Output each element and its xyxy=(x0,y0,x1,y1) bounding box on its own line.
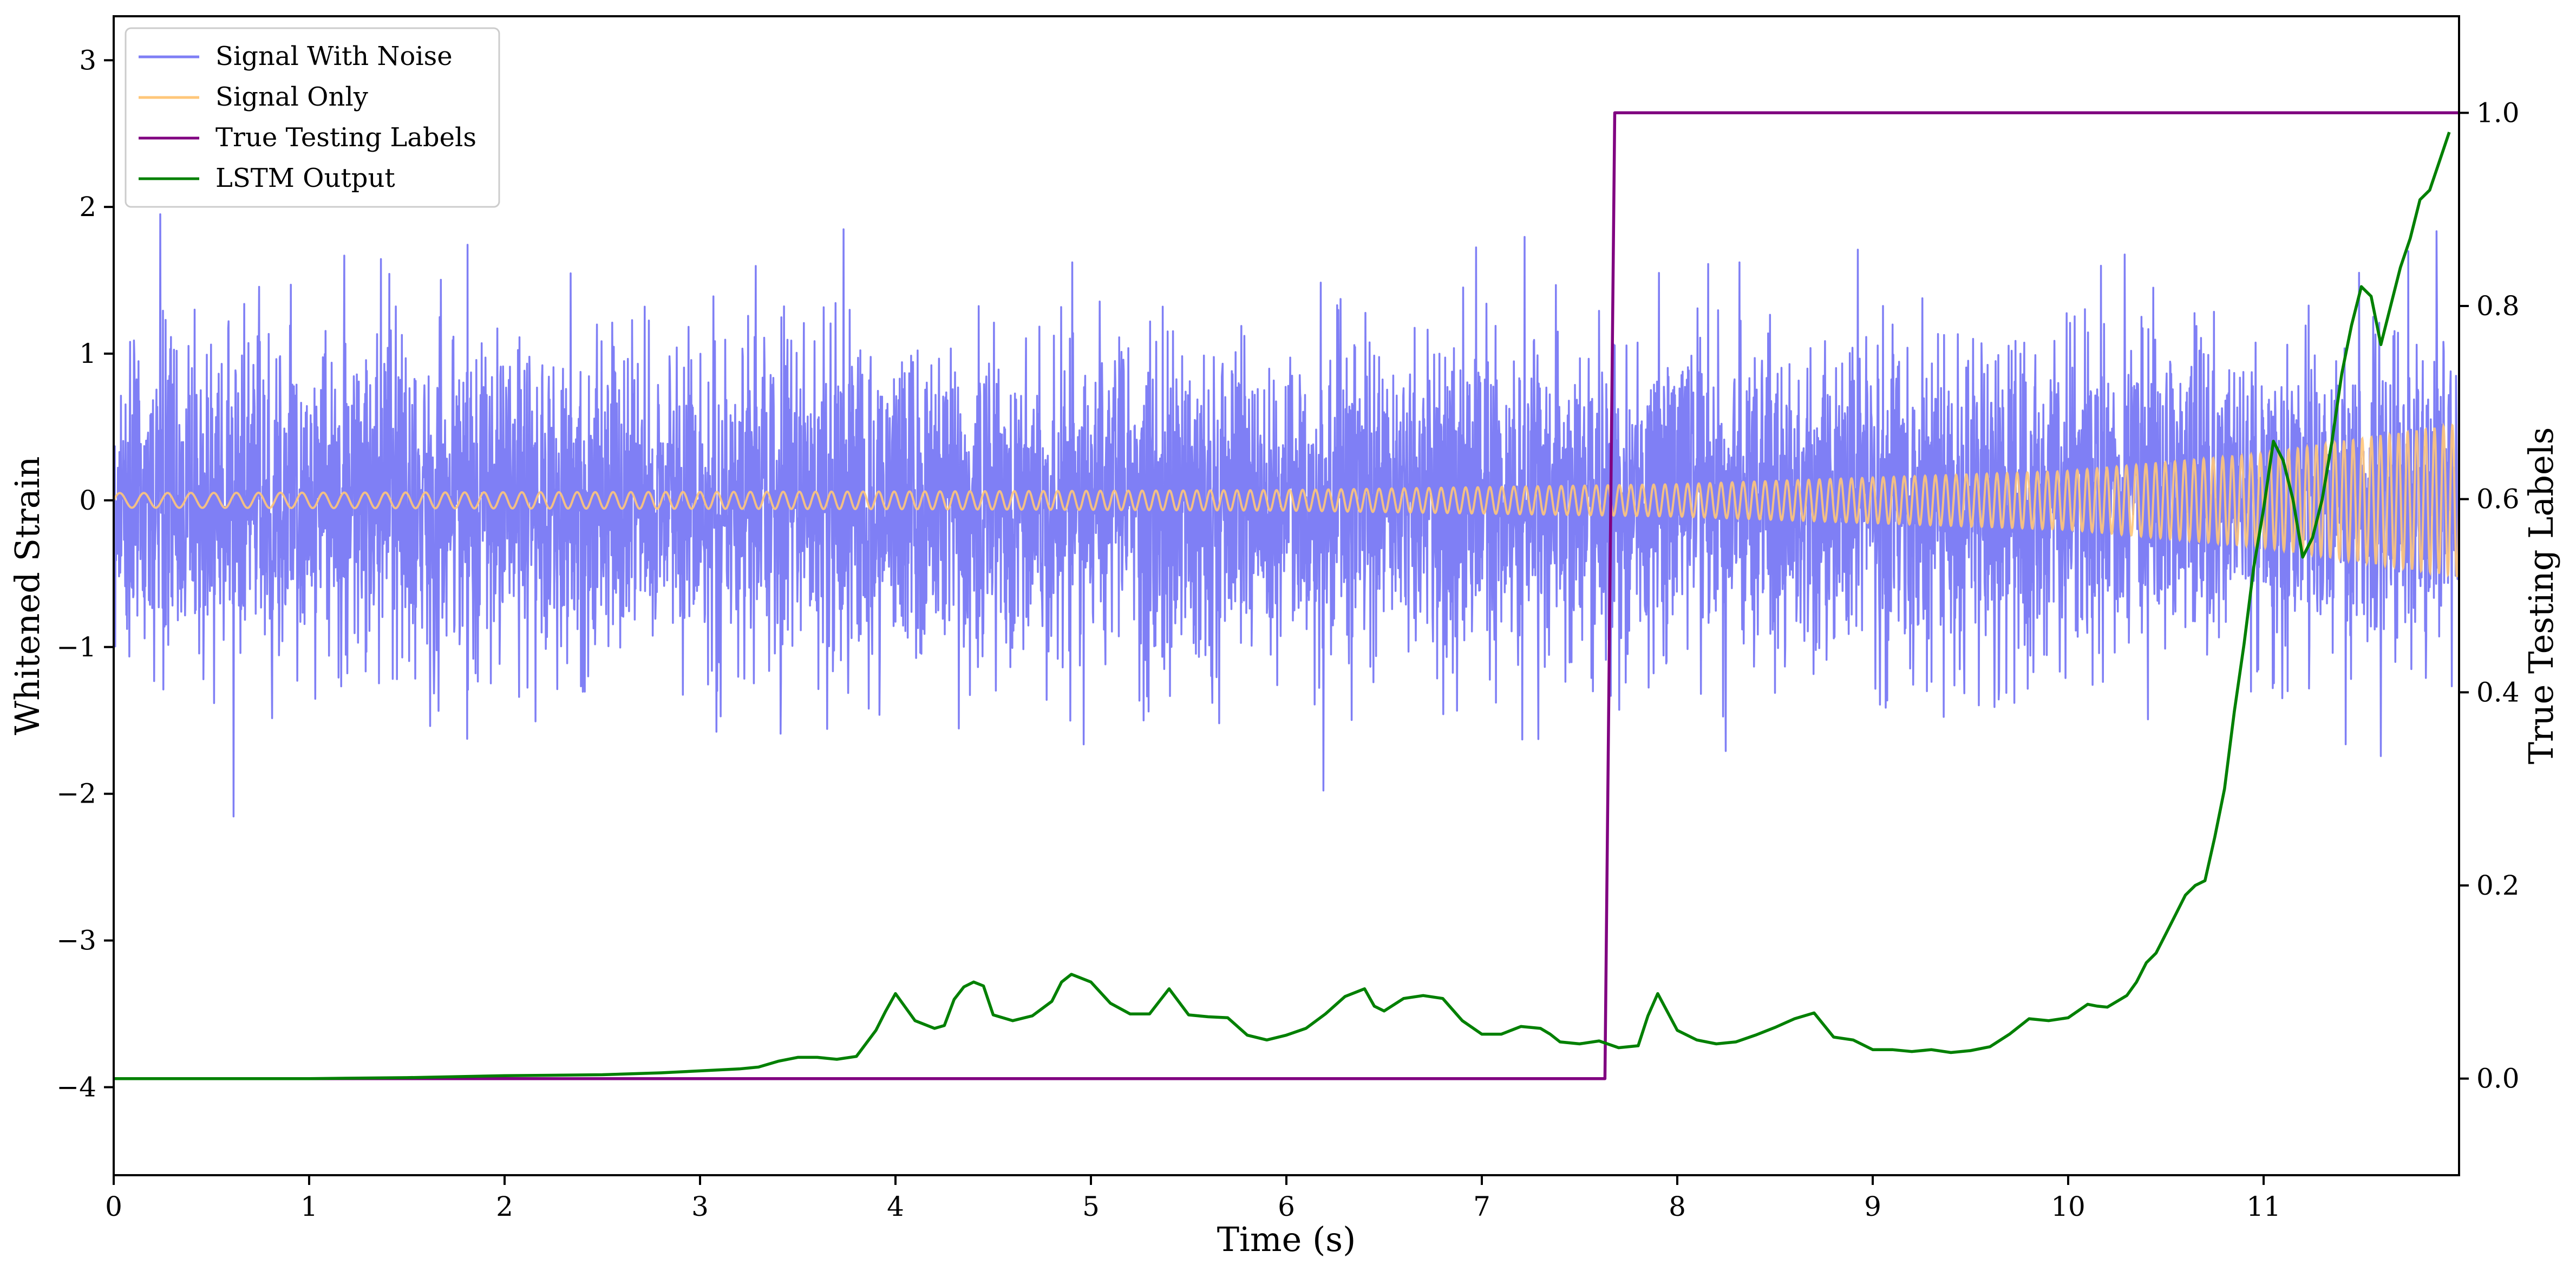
series-lstm-output xyxy=(114,132,2451,1080)
y-left-tick-label: 3 xyxy=(79,44,96,76)
series-signal-with-noise xyxy=(114,213,2459,818)
y-left-tick-label: −1 xyxy=(56,631,96,663)
y-right-tick-label: 0.4 xyxy=(2476,676,2520,708)
x-tick-label: 10 xyxy=(2051,1191,2085,1222)
y-left-tick-label: 1 xyxy=(79,338,96,369)
legend-label-true-testing-labels: True Testing Labels xyxy=(215,122,476,153)
y-right-tick-label: 1.0 xyxy=(2476,97,2520,128)
legend: Signal With Noise Signal Only True Testi… xyxy=(125,27,500,208)
axes-layer: 0 1 2 3 4 5 6 7 8 9 10 11 −4 −3 −2 −1 0 1 2 3 0.0 0.2 0.4 0.6 0.… xyxy=(56,44,2519,1222)
y-axis-label-right: True Testing Labels xyxy=(2521,427,2561,765)
x-tick-label: 6 xyxy=(1278,1191,1295,1222)
x-tick-label: 11 xyxy=(2246,1191,2281,1222)
x-tick-label: 0 xyxy=(105,1191,122,1222)
y-axis-label-left: Whitened Strain xyxy=(8,457,47,735)
x-tick-label: 2 xyxy=(496,1191,513,1222)
x-tick-label: 7 xyxy=(1473,1191,1490,1222)
legend-label-signal-with-noise: Signal With Noise xyxy=(215,41,453,71)
y-left-tick-label: 2 xyxy=(79,191,96,223)
legend-frame xyxy=(125,27,500,208)
x-axis-label: Time (s) xyxy=(1217,1220,1356,1259)
y-left-tick-label: 0 xyxy=(79,485,96,516)
x-tick-label: 9 xyxy=(1864,1191,1881,1222)
y-right-tick-label: 0.8 xyxy=(2476,290,2520,322)
legend-label-lstm-output: LSTM Output xyxy=(215,163,395,193)
y-left-tick-label: −2 xyxy=(56,778,96,810)
y-right-tick-label: 0.6 xyxy=(2476,484,2520,515)
x-tick-label: 4 xyxy=(887,1191,904,1222)
y-right-tick-label: 0.0 xyxy=(2476,1063,2520,1094)
y-left-tick-label: −4 xyxy=(56,1071,96,1103)
series-layer xyxy=(114,111,2459,1080)
x-tick-label: 1 xyxy=(300,1191,318,1222)
legend-label-signal-only: Signal Only xyxy=(215,82,368,112)
x-tick-label: 3 xyxy=(691,1191,709,1222)
x-tick-label: 5 xyxy=(1082,1191,1100,1222)
x-tick-label: 8 xyxy=(1669,1191,1686,1222)
y-left-tick-label: −3 xyxy=(56,925,96,956)
y-right-tick-label: 0.2 xyxy=(2476,870,2520,901)
series-signal-only xyxy=(114,422,2459,578)
series-true-testing-labels xyxy=(114,111,2459,1080)
